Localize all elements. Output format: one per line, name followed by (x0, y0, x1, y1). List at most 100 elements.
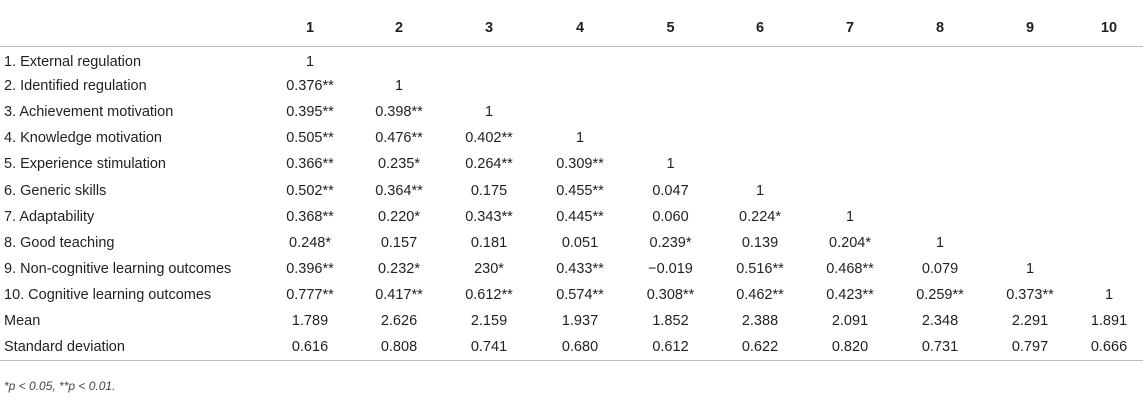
table-cell: 0.417** (375, 287, 423, 304)
correlation-table: 1 2 3 4 5 6 7 8 9 10 1. External regulation 1 2. Id… (0, 10, 1143, 362)
header-cell-6: 6 (715, 10, 805, 47)
table-row: 3. Achievement motivation 0.395** 0.398** 1 (0, 99, 1143, 125)
table-cell: 0.376** (286, 77, 334, 94)
table-cell: 0.423** (826, 287, 874, 304)
table-cell (1075, 99, 1143, 125)
table-cell (354, 47, 444, 73)
table-cell: 1 (1025, 261, 1035, 278)
table-cell: 0.248* (289, 234, 331, 251)
table-cell (715, 73, 805, 99)
table-cell (985, 125, 1075, 151)
table-cell (805, 47, 895, 73)
row-label: 9. Non-cognitive learning outcomes (4, 261, 232, 278)
table-cell: 0.204* (829, 234, 871, 251)
table-cell: 0.139 (741, 234, 779, 251)
table-cell (895, 204, 985, 230)
table-cell: −0.019 (648, 261, 693, 278)
table-cell (805, 99, 895, 125)
table-cell: 0.343** (465, 208, 513, 225)
row-label: Standard deviation (0, 334, 266, 362)
table-row: 5. Experience stimulation 0.366** 0.235* 0.… (0, 151, 1143, 177)
row-label: 5. Experience stimulation (4, 156, 166, 173)
table-cell (1075, 151, 1143, 177)
table-cell: 0.462** (736, 287, 784, 304)
header-row: 1 2 3 4 5 6 7 8 9 10 (0, 10, 1143, 47)
table-cell: 0.181 (470, 234, 508, 251)
table-cell (805, 177, 895, 203)
table-cell (534, 47, 626, 73)
table-cell: 0.398** (375, 103, 423, 120)
table-cell: 1 (1104, 287, 1114, 304)
table-cell: 0.680 (534, 334, 626, 362)
table-cell: 1 (484, 103, 494, 120)
table-cell (895, 125, 985, 151)
table-cell: 2.388 (741, 313, 779, 330)
table-cell: 0.232* (378, 261, 420, 278)
table-cell: 230* (474, 261, 504, 278)
table-cell (1075, 177, 1143, 203)
table-cell: 0.157 (380, 234, 418, 251)
table-cell: 0.476** (375, 130, 423, 147)
header-cell-10: 10 (1075, 10, 1143, 47)
header-cell-9: 9 (985, 10, 1075, 47)
table-row: Mean 1.789 2.626 2.159 1.937 1.852 2.388 2.091 2… (0, 308, 1143, 334)
table-cell (1075, 125, 1143, 151)
table-row: 4. Knowledge motivation 0.505** 0.476** 0.4… (0, 125, 1143, 151)
table-cell (1075, 204, 1143, 230)
table-row: 6. Generic skills 0.502** 0.364** 0.175 0.45… (0, 177, 1143, 203)
row-label: 1. External regulation (4, 53, 142, 70)
row-label: Mean (4, 313, 41, 330)
table-cell: 0.309** (556, 156, 604, 173)
table-cell: 0.666 (1075, 334, 1143, 362)
table-cell (985, 177, 1075, 203)
table-cell (805, 125, 895, 151)
header-cell-8: 8 (895, 10, 985, 47)
table-cell (715, 125, 805, 151)
table-cell: 0.366** (286, 156, 334, 173)
table-cell: 0.502** (286, 182, 334, 199)
table-cell (715, 99, 805, 125)
table-cell (626, 125, 715, 151)
table-cell (444, 47, 534, 73)
table-cell (985, 151, 1075, 177)
table-cell: 1 (666, 156, 675, 173)
table-cell (444, 73, 534, 99)
row-label: 10. Cognitive learning outcomes (4, 287, 212, 304)
table-cell: 0.259** (916, 287, 964, 304)
table-cell: 0.396** (286, 261, 334, 278)
row-label: 3. Achievement motivation (4, 103, 174, 120)
table-row: 1. External regulation 1 (0, 47, 1143, 73)
row-label: 7. Adaptability (4, 208, 95, 225)
table-cell (805, 151, 895, 177)
table-cell: 0.264** (465, 156, 513, 173)
table-cell (1075, 230, 1143, 256)
header-cell-1: 1 (266, 10, 354, 47)
table-cell (895, 73, 985, 99)
table-cell: 2.348 (921, 313, 959, 330)
header-cell-4: 4 (534, 10, 626, 47)
table-cell: 0.239* (649, 234, 692, 251)
table-cell: 0.622 (715, 334, 805, 362)
table-cell: 0.612 (626, 334, 715, 362)
table-cell (715, 151, 805, 177)
table-cell (985, 230, 1075, 256)
table-cell (985, 204, 1075, 230)
table-row: 10. Cognitive learning outcomes 0.777** 0.… (0, 282, 1143, 308)
table-row: 7. Adaptability 0.368** 0.220* 0.343** 0.445… (0, 204, 1143, 230)
table-cell: 0.308** (646, 287, 695, 304)
table-cell: 0.731 (895, 334, 985, 362)
table-row: 9. Non-cognitive learning outcomes 0.396*… (0, 256, 1143, 282)
significance-footnote: *p < 0.05, **p < 0.01. (4, 379, 116, 393)
table-cell: 1 (394, 77, 404, 94)
row-label: 6. Generic skills (4, 182, 107, 199)
table-cell: 0.364** (375, 182, 423, 199)
table-cell: 0.395** (286, 103, 334, 120)
table-cell (715, 47, 805, 73)
table-row: 2. Identified regulation 0.376** 1 (0, 73, 1143, 99)
table-cell (985, 47, 1075, 73)
table-cell: 1 (575, 130, 585, 147)
table-cell: 0.433** (556, 261, 604, 278)
table-cell: 0.612** (465, 287, 513, 304)
table-cell: 0.051 (561, 234, 599, 251)
table-cell: 0.235* (378, 156, 420, 173)
